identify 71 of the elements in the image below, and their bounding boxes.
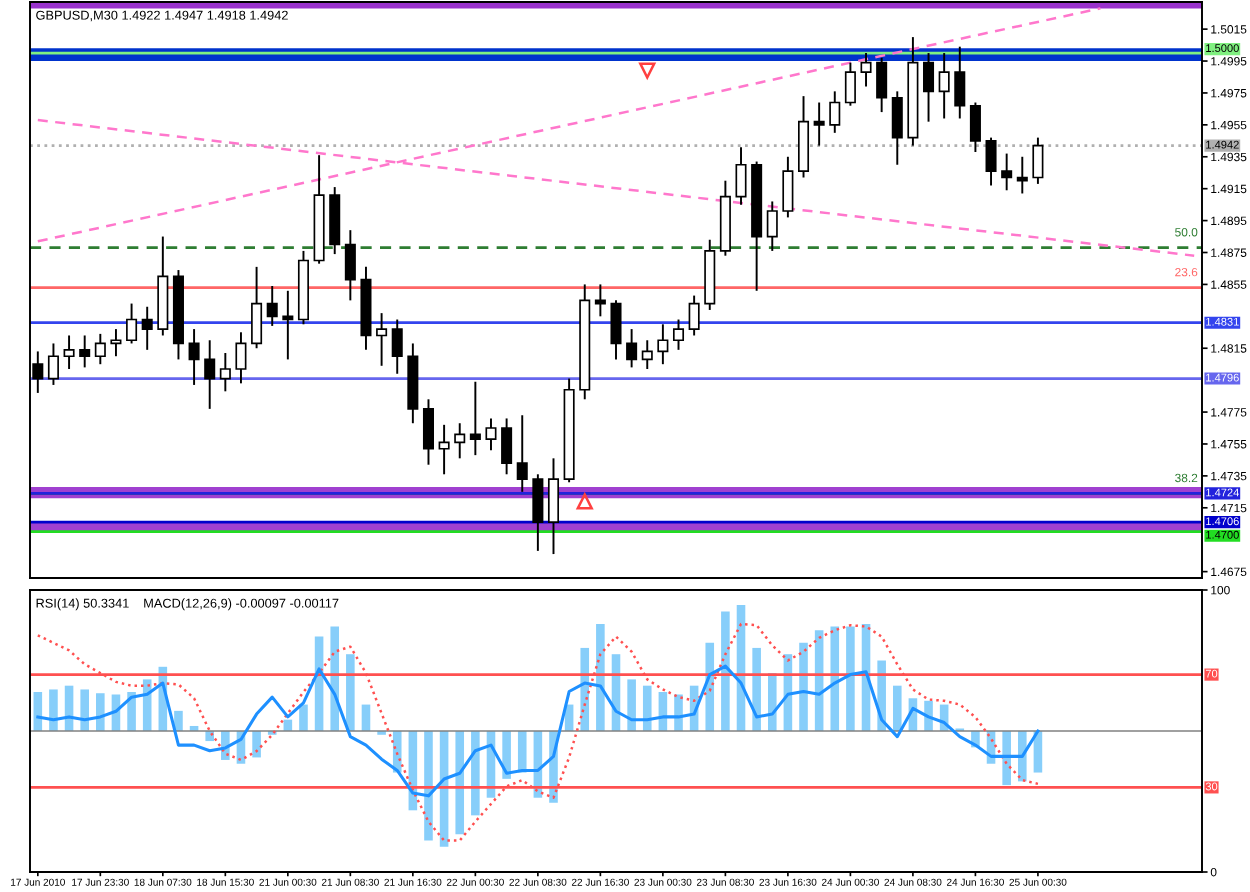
candlestick	[501, 417, 513, 476]
candlestick	[1016, 155, 1028, 195]
bar	[346, 654, 355, 731]
bar	[252, 731, 261, 758]
candlestick	[266, 285, 278, 327]
bar	[299, 704, 308, 731]
candlestick	[1032, 136, 1044, 185]
candlestick	[829, 90, 841, 134]
candlestick	[735, 146, 747, 206]
bar	[627, 679, 636, 731]
candlestick	[813, 101, 825, 147]
candlestick	[251, 265, 263, 350]
candlestick	[438, 423, 450, 476]
line-series	[36, 664, 1040, 798]
candlestick	[110, 328, 122, 358]
candlestick	[516, 414, 528, 493]
candlestick	[672, 318, 685, 351]
candlestick	[422, 398, 435, 466]
candlestick	[985, 136, 997, 187]
bar	[471, 731, 480, 816]
bar	[596, 623, 605, 731]
bar	[80, 689, 89, 731]
bar	[49, 689, 58, 731]
bar	[799, 642, 808, 731]
candlestick	[626, 328, 638, 369]
candlestick	[235, 331, 247, 385]
candlestick	[94, 332, 106, 366]
candlestick	[1001, 152, 1013, 192]
candlestick	[485, 417, 497, 452]
candlestick	[954, 45, 966, 120]
bar	[642, 685, 652, 731]
candlestick	[79, 334, 91, 369]
bar	[830, 626, 840, 731]
candlestick	[344, 229, 356, 302]
candlestick	[63, 334, 75, 370]
candlestick	[126, 302, 138, 345]
candlestick	[47, 342, 59, 386]
bar	[1002, 731, 1011, 786]
candlestick	[391, 318, 403, 375]
candlestick	[844, 61, 856, 107]
bar	[846, 626, 855, 731]
bar	[96, 693, 105, 731]
candlestick	[860, 52, 872, 88]
candlestick	[188, 328, 200, 386]
bar	[424, 731, 433, 841]
candlestick	[454, 422, 466, 460]
candlestick	[641, 339, 653, 370]
candlestick	[469, 380, 481, 457]
candlestick	[610, 299, 622, 361]
candlestick	[782, 155, 794, 219]
bar	[721, 611, 730, 731]
candlestick	[657, 323, 669, 366]
candlestick	[532, 473, 544, 552]
candlestick	[938, 52, 950, 120]
bar	[174, 710, 183, 731]
candlestick	[547, 457, 560, 556]
candlestick	[376, 312, 388, 367]
candlestick	[876, 56, 888, 114]
candlestick	[141, 305, 153, 351]
candlestick	[219, 352, 231, 393]
candlestick	[204, 339, 216, 410]
candlestick	[766, 200, 778, 252]
candlestick	[688, 294, 700, 337]
candlestick	[923, 52, 935, 123]
bar	[517, 731, 527, 773]
bar	[127, 691, 136, 731]
candlestick	[282, 289, 294, 361]
bar	[892, 685, 902, 731]
candlestick	[969, 101, 981, 153]
bar	[455, 731, 465, 835]
candlestick	[891, 90, 903, 166]
